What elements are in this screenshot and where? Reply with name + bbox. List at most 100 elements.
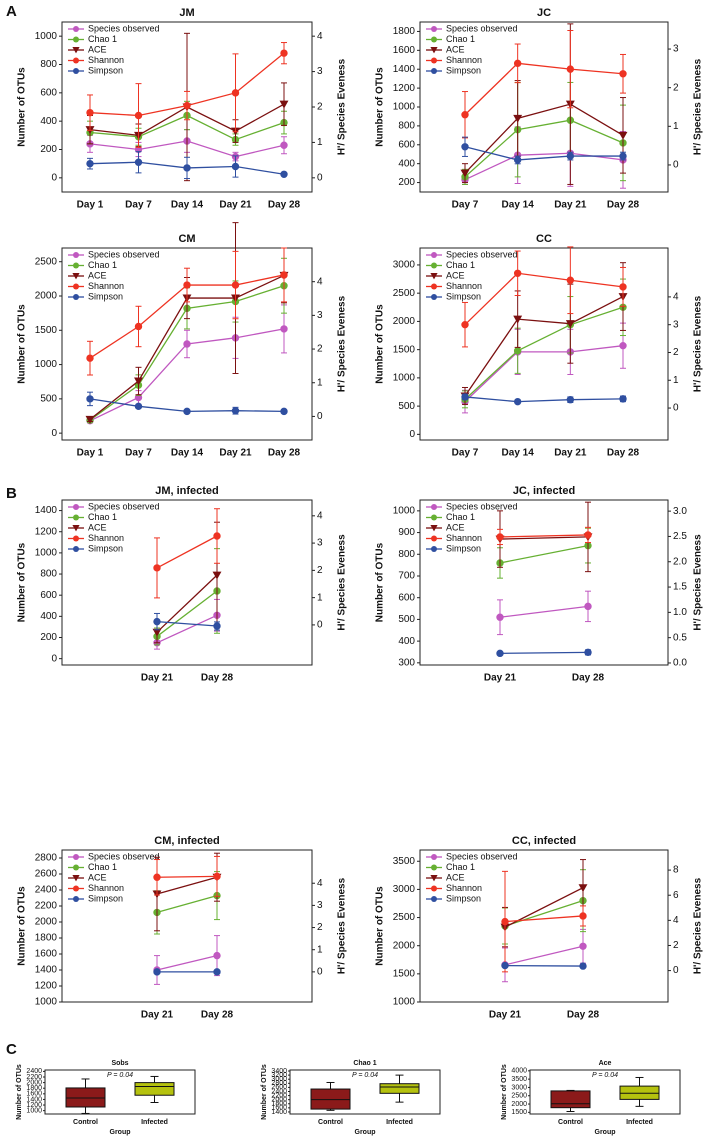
legend-marker <box>430 875 438 882</box>
y-axis-label: Number of OTUs <box>17 304 28 384</box>
x-tick-label: Infected <box>626 1119 653 1126</box>
y-axis-label: Number of OTUs <box>261 1064 268 1120</box>
data-point <box>619 283 627 291</box>
legend-label: Simpson <box>446 65 481 75</box>
legend-marker <box>73 504 79 510</box>
x-tick-label: Day 14 <box>502 448 535 459</box>
y-tick-label: 2000 <box>393 940 416 951</box>
legend-marker <box>431 283 437 290</box>
panel-label: B <box>6 485 17 502</box>
plot-frame <box>44 1069 196 1115</box>
y2-axis-label: H'/ Species Eveness <box>693 534 704 631</box>
data-point <box>280 170 288 178</box>
annotation: P = 0.04 <box>352 1072 378 1079</box>
data-point <box>566 276 575 284</box>
legend-marker <box>430 47 438 54</box>
legend-marker <box>431 854 437 860</box>
data-point <box>619 395 627 403</box>
y-tick-label: 3000 <box>393 884 416 895</box>
y2-axis-label: H'/ Species Eveness <box>337 534 348 631</box>
y-tick-label: 800 <box>40 569 57 580</box>
legend-label: ACE <box>88 522 107 532</box>
y2-tick-label: 1 <box>317 944 323 955</box>
y2-tick-label: 0 <box>673 160 679 171</box>
legend-label: Species observed <box>446 23 518 33</box>
series-line <box>156 894 218 914</box>
y2-axis-label: H'/ Species Eveness <box>337 877 348 974</box>
data-point <box>579 942 587 950</box>
legend-label: Species observed <box>88 851 160 861</box>
y-tick-label: 1000 <box>35 359 58 370</box>
legend-marker <box>72 525 80 532</box>
y2-tick-label: 1.0 <box>673 607 687 618</box>
chart-title: CM, infected <box>154 835 219 847</box>
legend-marker <box>73 68 79 74</box>
plot-frame <box>61 849 313 1003</box>
y-axis-label: Number of OTUs <box>375 67 386 147</box>
data-point <box>153 968 161 976</box>
y-axis-label: Number of OTUs <box>375 886 386 966</box>
y-tick-label: 1000 <box>393 373 416 384</box>
data-point <box>619 341 627 350</box>
legend-marker <box>72 875 80 882</box>
data-point <box>231 281 240 289</box>
x-tick-label: Day 7 <box>125 448 152 459</box>
series-line <box>464 272 624 326</box>
legend-marker <box>431 26 437 32</box>
series-line <box>504 964 584 967</box>
y2-tick-label: 2 <box>317 344 323 355</box>
chart-title: JC <box>537 7 551 19</box>
legend-label: Chao 1 <box>446 862 475 872</box>
y-tick-label: 500 <box>398 401 415 412</box>
legend-label: Simpson <box>88 65 123 75</box>
legend-marker <box>431 896 437 902</box>
y-tick-label: 1600 <box>393 45 416 56</box>
y2-axis-label: H'/ Species Eveness <box>693 877 704 974</box>
y-tick-label: 1000 <box>35 548 58 559</box>
legend-label: Shannon <box>88 281 124 291</box>
series-line <box>156 614 218 644</box>
y-tick-label: 200 <box>40 144 57 155</box>
legend-marker <box>431 262 437 269</box>
x-tick-label: Day 28 <box>572 673 605 684</box>
y-tick-label: 1200 <box>35 526 58 537</box>
y-tick-label: 2200 <box>271 1092 287 1099</box>
y-axis-label: Number of OTUs <box>17 542 28 622</box>
legend-marker <box>73 26 79 32</box>
data-point <box>86 395 94 403</box>
legend-marker <box>431 535 437 542</box>
chart-title: Ace <box>599 1060 612 1067</box>
y2-tick-label: 2 <box>673 347 679 358</box>
y-tick-label: 1800 <box>26 1085 42 1092</box>
y-tick-label: 200 <box>398 177 415 188</box>
x-tick-label: Day 7 <box>452 200 479 211</box>
data-point <box>565 320 575 329</box>
data-point <box>212 571 222 580</box>
x-tick-label: Day 14 <box>502 200 535 211</box>
y2-tick-label: 6 <box>673 890 679 901</box>
legend-label: ACE <box>446 44 465 54</box>
legend-label: Chao 1 <box>88 512 117 522</box>
data-point <box>280 325 288 333</box>
data-point <box>153 873 161 881</box>
series-line <box>504 945 584 966</box>
x-tick-label: Day 28 <box>201 673 234 684</box>
legend-marker <box>431 885 437 892</box>
box <box>550 1090 591 1109</box>
y2-tick-label: 2 <box>673 940 679 951</box>
y-tick-label: 0 <box>51 653 57 664</box>
y-tick-label: 500 <box>398 614 415 625</box>
y-tick-label: 1400 <box>271 1109 287 1116</box>
y2-tick-label: 3 <box>673 44 679 55</box>
series-line <box>156 535 218 569</box>
y-tick-label: 1000 <box>393 997 416 1008</box>
y2-tick-label: 0.5 <box>673 632 687 643</box>
legend-label: Species observed <box>446 249 518 259</box>
data-point <box>280 49 288 57</box>
legend-label: Species observed <box>88 249 160 259</box>
y2-axis-label: H'/ Species Eveness <box>337 295 348 392</box>
y-tick-label: 1000 <box>393 102 416 113</box>
y2-tick-label: 0 <box>317 967 323 978</box>
legend-label: Simpson <box>446 893 481 903</box>
series-line <box>464 345 624 403</box>
